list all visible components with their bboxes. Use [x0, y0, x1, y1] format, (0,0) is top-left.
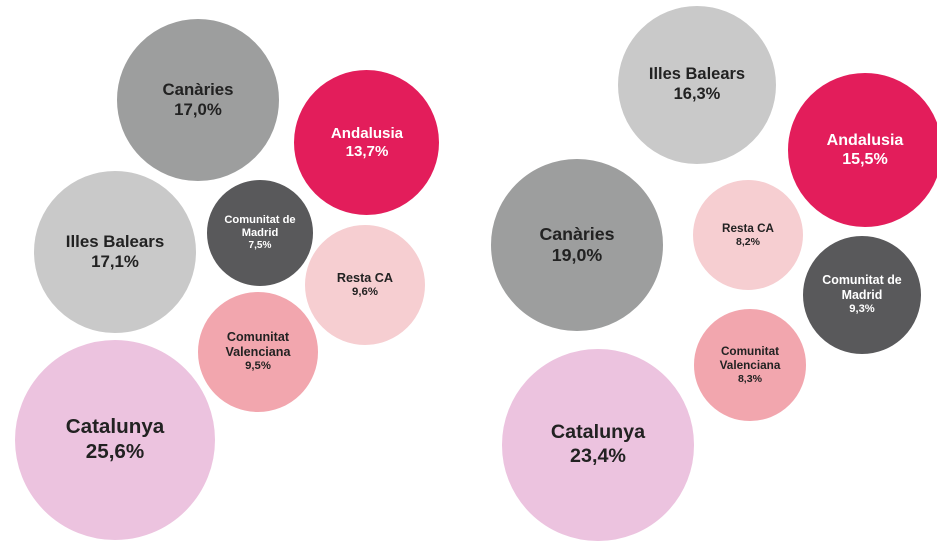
bubble: Comunitat Valenciana 8,3%	[691, 306, 809, 424]
bubble-name: Catalunya	[550, 421, 646, 444]
bubble-value: 19,0%	[551, 244, 603, 265]
bubble-name: Illes Balears	[648, 65, 746, 84]
bubble-value: 23,4%	[570, 444, 626, 467]
bubble: Andalusia 13,7%	[291, 67, 443, 219]
bubble-name: Andalusia	[826, 130, 904, 149]
bubble-name: Comunitat de Madrid	[822, 273, 902, 303]
bubble-name: Resta CA	[336, 270, 394, 285]
bubble-name: Canàries	[162, 79, 234, 99]
bubble-value: 9,5%	[245, 360, 271, 373]
bubble-name: Comunitat Valenciana	[719, 344, 781, 372]
bubble-name: Resta CA	[722, 221, 774, 235]
bubble-value: 16,3%	[673, 84, 721, 103]
bubble-value: 15,5%	[842, 149, 888, 168]
bubble-value: 7,5%	[248, 240, 272, 252]
bubble: Illes Balears 16,3%	[614, 2, 780, 168]
bubble: Illes Balears 17,1%	[30, 167, 200, 337]
bubble: Comunitat Valenciana 9,5%	[195, 289, 321, 415]
bubble-name: Illes Balears	[65, 231, 165, 251]
bubble: Comunitat de Madrid 9,3%	[799, 232, 925, 358]
bubble-value: 8,2%	[736, 235, 760, 248]
bubble-name: Catalunya	[65, 415, 165, 439]
bubble: Canàries 17,0%	[113, 15, 283, 185]
bubble-value: 13,7%	[345, 142, 389, 160]
bubble: Resta CA 8,2%	[689, 176, 807, 294]
bubble-value: 9,3%	[849, 303, 875, 316]
bubble-value: 9,6%	[352, 285, 378, 298]
bubble: Andalusia 15,5%	[784, 69, 937, 231]
bubble-value: 17,1%	[91, 251, 139, 271]
bubble: Resta CA 9,6%	[301, 221, 429, 349]
bubble-name: Comunitat de Madrid	[224, 213, 296, 239]
bubble-name: Comunitat Valenciana	[225, 330, 291, 360]
bubble: Comunitat de Madrid 7,5%	[204, 177, 316, 289]
bubble: Canàries 19,0%	[488, 156, 666, 334]
bubble: Catalunya 23,4%	[499, 346, 697, 544]
bubble-name: Canàries	[539, 223, 615, 244]
bubble-value: 25,6%	[85, 439, 145, 463]
bubble-value: 17,0%	[174, 99, 222, 119]
bubble-value: 8,3%	[737, 372, 763, 385]
bubble: Catalunya 25,6%	[11, 336, 219, 544]
bubble-name: Andalusia	[330, 124, 404, 142]
